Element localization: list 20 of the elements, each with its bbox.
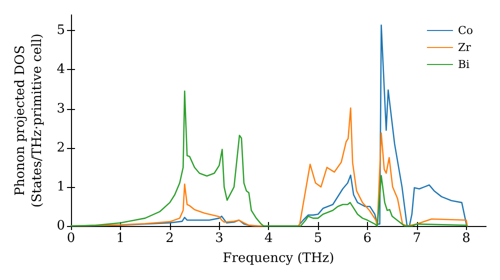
legend-label: Zr xyxy=(458,41,472,54)
x-tick-label: 2 xyxy=(166,231,174,246)
y-tick-label: 0 xyxy=(56,218,65,234)
x-tick-label: 8 xyxy=(462,231,470,246)
y-tick-label: 4 xyxy=(56,62,65,78)
y-tick-label: 3 xyxy=(56,101,65,116)
x-tick-label: 4 xyxy=(264,231,273,246)
legend-label: Bi xyxy=(458,58,470,71)
y-axis-title: Phonon projected DOS (States/THz·primitive cell) xyxy=(12,33,45,208)
x-tick-label: 6 xyxy=(363,231,372,246)
x-tick-label: 5 xyxy=(314,231,322,246)
y-tick-label: 5 xyxy=(56,23,65,38)
y-tick-label: 2 xyxy=(56,140,65,156)
x-tick-label: 1 xyxy=(116,231,125,246)
x-tick-label: 7 xyxy=(412,231,421,246)
x-tick-label: 3 xyxy=(215,231,224,246)
x-axis-title: Frequency (THz) xyxy=(222,250,334,266)
legend-label: Co xyxy=(458,24,474,37)
y-tick-label: 1 xyxy=(56,179,65,194)
x-tick-label: 0 xyxy=(66,231,76,246)
